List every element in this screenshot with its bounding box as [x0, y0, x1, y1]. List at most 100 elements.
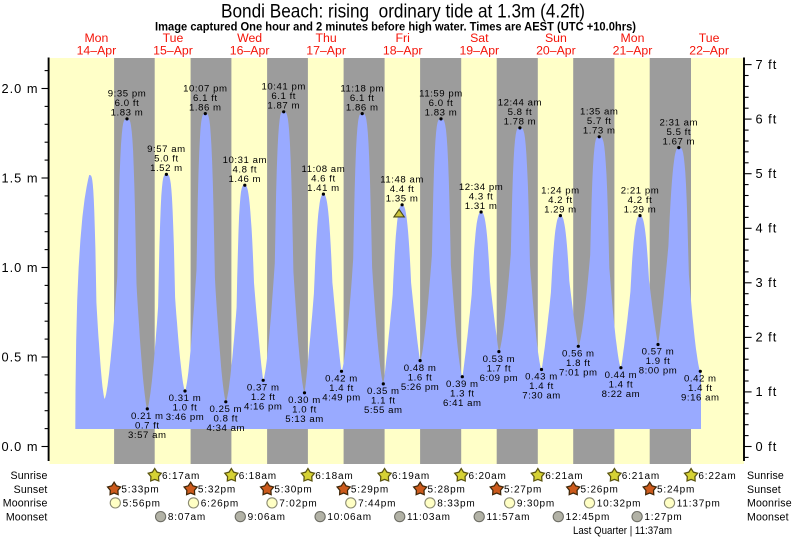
svg-text:1.7 ft: 1.7 ft — [487, 363, 512, 374]
svg-text:Sunset: Sunset — [14, 484, 48, 496]
svg-text:0.25 m: 0.25 m — [209, 404, 242, 415]
svg-text:6:26pm: 6:26pm — [201, 499, 239, 510]
svg-text:0.5 m: 0.5 m — [1, 349, 38, 364]
svg-text:1.67 m: 1.67 m — [662, 136, 695, 147]
svg-text:5.0 ft: 5.0 ft — [154, 154, 179, 165]
svg-text:Sunrise: Sunrise — [747, 470, 784, 482]
svg-text:5:56pm: 5:56pm — [123, 499, 161, 510]
svg-text:18–Apr: 18–Apr — [383, 43, 423, 57]
svg-text:4.4 ft: 4.4 ft — [390, 184, 415, 195]
svg-text:Last Quarter | 11:37am: Last Quarter | 11:37am — [573, 525, 672, 537]
svg-text:1:24 pm: 1:24 pm — [541, 185, 580, 196]
svg-text:4.6 ft: 4.6 ft — [311, 173, 336, 184]
svg-text:6.1 ft: 6.1 ft — [350, 93, 375, 104]
svg-text:1.83 m: 1.83 m — [425, 108, 458, 119]
svg-text:19–Apr: 19–Apr — [459, 43, 499, 57]
svg-text:11:59 pm: 11:59 pm — [419, 89, 463, 100]
svg-text:Tue: Tue — [163, 31, 184, 45]
svg-text:1.46 m: 1.46 m — [228, 174, 261, 185]
svg-text:1.0 m: 1.0 m — [1, 260, 38, 275]
svg-text:6:19am: 6:19am — [392, 471, 430, 482]
svg-text:15–Apr: 15–Apr — [153, 43, 193, 57]
svg-text:9:35 pm: 9:35 pm — [108, 89, 147, 100]
svg-text:5:55 am: 5:55 am — [364, 405, 403, 416]
svg-text:5 ft: 5 ft — [756, 166, 778, 181]
svg-text:0.44 m: 0.44 m — [605, 370, 638, 381]
svg-text:20–Apr: 20–Apr — [536, 43, 576, 57]
svg-text:0.7 ft: 0.7 ft — [135, 421, 160, 432]
svg-text:4:34 am: 4:34 am — [207, 423, 246, 434]
svg-text:4.2 ft: 4.2 ft — [628, 195, 653, 206]
svg-text:2.0 m: 2.0 m — [1, 81, 38, 96]
svg-text:0.42 m: 0.42 m — [325, 374, 358, 385]
svg-text:9:30pm: 9:30pm — [517, 499, 555, 510]
svg-text:1.86 m: 1.86 m — [346, 102, 379, 113]
svg-text:6:18am: 6:18am — [239, 471, 277, 482]
svg-text:9:06am: 9:06am — [248, 512, 286, 523]
svg-text:Wed: Wed — [237, 31, 262, 45]
svg-text:1.31 m: 1.31 m — [465, 201, 498, 212]
svg-text:9:57 am: 9:57 am — [147, 144, 186, 155]
svg-text:Moonrise: Moonrise — [747, 498, 792, 510]
svg-text:0.48 m: 0.48 m — [404, 363, 437, 374]
svg-text:5:27pm: 5:27pm — [504, 485, 542, 496]
svg-text:0.31 m: 0.31 m — [169, 393, 202, 404]
svg-text:0.30 m: 0.30 m — [288, 395, 321, 406]
svg-text:5:13 am: 5:13 am — [285, 414, 324, 425]
svg-text:Image captured One hour and 2: Image captured One hour and 2 minutes be… — [155, 19, 636, 33]
svg-text:4.3 ft: 4.3 ft — [469, 191, 494, 202]
svg-text:6.0 ft: 6.0 ft — [115, 98, 140, 109]
svg-text:6:17am: 6:17am — [162, 471, 200, 482]
svg-text:10:32pm: 10:32pm — [597, 499, 642, 510]
svg-text:1.78 m: 1.78 m — [504, 117, 537, 128]
svg-text:11:03am: 11:03am — [407, 512, 451, 523]
svg-text:5.7 ft: 5.7 ft — [587, 116, 612, 127]
svg-text:1.29 m: 1.29 m — [624, 204, 657, 215]
svg-text:Moonrise: Moonrise — [3, 498, 48, 510]
svg-text:12:34 pm: 12:34 pm — [459, 182, 503, 193]
svg-text:2:21 pm: 2:21 pm — [621, 185, 660, 196]
svg-text:11:37pm: 11:37pm — [677, 499, 721, 510]
svg-text:4.2 ft: 4.2 ft — [548, 195, 573, 206]
svg-text:4.8 ft: 4.8 ft — [232, 165, 257, 176]
svg-text:11:57am: 11:57am — [487, 512, 531, 523]
svg-text:4:16 pm: 4:16 pm — [244, 402, 283, 413]
svg-text:17–Apr: 17–Apr — [306, 43, 346, 57]
svg-text:6.1 ft: 6.1 ft — [271, 91, 296, 102]
svg-text:6:20am: 6:20am — [469, 471, 507, 482]
svg-text:Mon: Mon — [84, 31, 108, 45]
svg-text:2 ft: 2 ft — [756, 330, 778, 345]
svg-text:1:27pm: 1:27pm — [644, 512, 682, 523]
svg-text:0.57 m: 0.57 m — [642, 347, 675, 358]
svg-text:1.41 m: 1.41 m — [307, 183, 340, 194]
svg-text:Sat: Sat — [470, 31, 489, 45]
svg-text:6:21am: 6:21am — [545, 471, 583, 482]
svg-text:7:44pm: 7:44pm — [358, 499, 396, 510]
svg-text:1.8 ft: 1.8 ft — [566, 358, 591, 369]
svg-text:3:46 pm: 3:46 pm — [166, 412, 205, 423]
svg-text:1.87 m: 1.87 m — [267, 101, 300, 112]
svg-text:1.4 ft: 1.4 ft — [688, 383, 713, 394]
svg-text:1.3 ft: 1.3 ft — [450, 388, 475, 399]
svg-text:5.8 ft: 5.8 ft — [508, 107, 533, 118]
svg-text:7:30 am: 7:30 am — [522, 391, 561, 402]
svg-text:21–Apr: 21–Apr — [613, 43, 653, 57]
svg-text:3:57 am: 3:57 am — [128, 430, 167, 441]
svg-text:Tue: Tue — [699, 31, 720, 45]
svg-text:Sunset: Sunset — [747, 484, 781, 496]
svg-text:1.5 m: 1.5 m — [1, 170, 38, 185]
svg-text:1.4 ft: 1.4 ft — [329, 383, 354, 394]
svg-text:10:41 pm: 10:41 pm — [261, 82, 305, 93]
svg-text:Thu: Thu — [315, 31, 336, 45]
svg-text:5:33pm: 5:33pm — [121, 485, 159, 496]
svg-text:14–Apr: 14–Apr — [77, 43, 117, 57]
svg-text:9:16 am: 9:16 am — [681, 393, 720, 404]
svg-text:6:18am: 6:18am — [315, 471, 353, 482]
svg-text:Moonset: Moonset — [6, 511, 48, 523]
svg-text:0.53 m: 0.53 m — [483, 354, 516, 365]
svg-text:12:44 am: 12:44 am — [498, 98, 542, 109]
svg-text:8:07am: 8:07am — [168, 512, 206, 523]
svg-text:0.56 m: 0.56 m — [562, 349, 595, 360]
svg-text:1.1 ft: 1.1 ft — [371, 396, 396, 407]
svg-text:5.5 ft: 5.5 ft — [666, 127, 691, 138]
